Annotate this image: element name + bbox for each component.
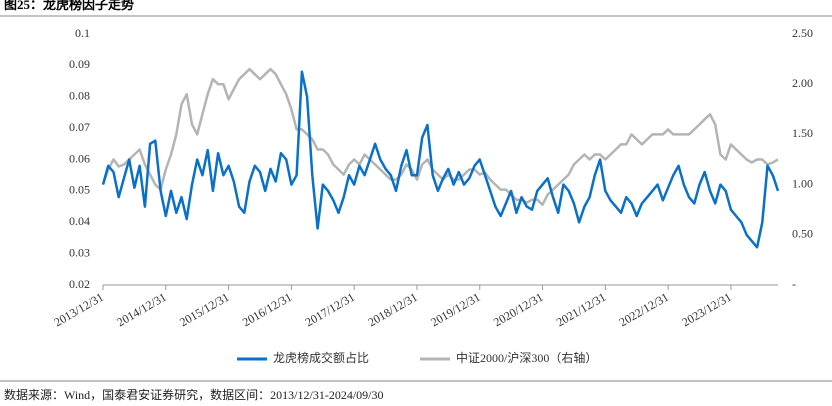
legend-label: 龙虎榜成交额占比 xyxy=(273,350,369,365)
y2-tick-label: 1.50 xyxy=(792,126,813,140)
x-tick-label: 2013/12/31 xyxy=(52,290,106,329)
x-tick-label: 2020/12/31 xyxy=(491,290,545,329)
legend-label: 中证2000/沪深300（右轴） xyxy=(456,350,597,365)
y2-tick-label: - xyxy=(792,277,796,291)
series-line xyxy=(101,70,780,249)
x-tick-label: 2023/12/31 xyxy=(679,290,733,329)
x-tick-label: 2018/12/31 xyxy=(365,290,419,329)
y-tick-label: 0.08 xyxy=(69,89,90,103)
y2-tick-label: 1.00 xyxy=(792,176,813,190)
y-tick-label: 0.03 xyxy=(69,245,90,259)
y-tick-label: 0.07 xyxy=(69,120,90,134)
x-tick-label: 2016/12/31 xyxy=(240,290,294,329)
x-tick-label: 2014/12/31 xyxy=(114,290,168,329)
y2-tick-label: 2.50 xyxy=(792,26,813,40)
x-tick-label: 2015/12/31 xyxy=(177,290,231,329)
y-tick-label: 0.1 xyxy=(75,26,90,40)
y2-tick-label: 2.00 xyxy=(792,76,813,90)
y-tick-label: 0.05 xyxy=(69,183,90,197)
y-tick-label: 0.02 xyxy=(69,277,90,291)
y2-tick-label: 0.50 xyxy=(792,227,813,241)
x-tick-label: 2017/12/31 xyxy=(303,290,357,329)
y-tick-label: 0.06 xyxy=(69,151,90,165)
x-tick-label: 2022/12/31 xyxy=(617,290,671,329)
chart-title: 图25：龙虎榜因子走势 xyxy=(4,0,134,12)
x-tick-label: 2021/12/31 xyxy=(554,290,608,329)
y-tick-label: 0.04 xyxy=(69,214,90,228)
x-tick-label: 2019/12/31 xyxy=(428,290,482,329)
source: 数据来源：Wind，国泰君安证券研究，数据区间：2013/12/31-2024/… xyxy=(4,387,384,402)
series-line xyxy=(101,67,779,206)
y-tick-label: 0.09 xyxy=(69,57,90,71)
